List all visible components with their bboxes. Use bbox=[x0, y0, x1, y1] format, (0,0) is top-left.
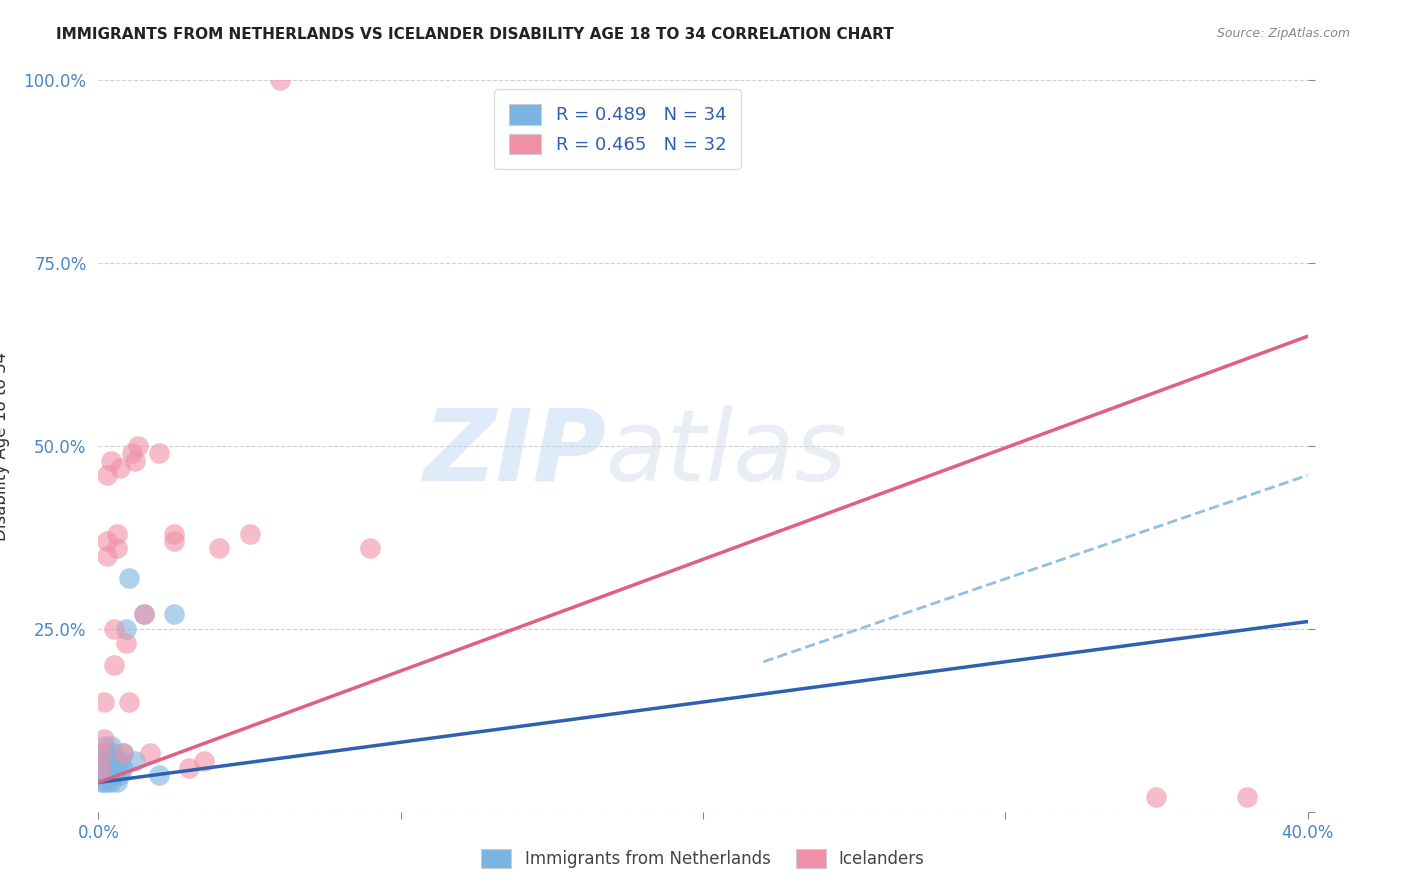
Point bbox=[127, 439, 149, 453]
Point bbox=[163, 607, 186, 622]
Text: atlas: atlas bbox=[606, 405, 848, 502]
Point bbox=[105, 526, 128, 541]
Point bbox=[139, 746, 162, 760]
Point bbox=[111, 746, 134, 760]
Point bbox=[93, 761, 115, 775]
Legend: R = 0.489   N = 34, R = 0.465   N = 32: R = 0.489 N = 34, R = 0.465 N = 32 bbox=[495, 89, 741, 169]
Point bbox=[103, 622, 125, 636]
Point bbox=[100, 775, 122, 789]
Point bbox=[93, 754, 115, 768]
Point bbox=[114, 622, 136, 636]
Point bbox=[90, 761, 112, 775]
Point bbox=[193, 754, 215, 768]
Point bbox=[163, 526, 186, 541]
Point bbox=[93, 775, 115, 789]
Point bbox=[118, 695, 141, 709]
Point bbox=[124, 754, 146, 768]
Point bbox=[105, 541, 128, 556]
Point bbox=[100, 754, 122, 768]
Point bbox=[360, 541, 382, 556]
Y-axis label: Disability Age 18 to 34: Disability Age 18 to 34 bbox=[0, 351, 10, 541]
Point bbox=[148, 446, 170, 460]
Point bbox=[108, 768, 131, 782]
Text: ZIP: ZIP bbox=[423, 405, 606, 502]
Point bbox=[148, 768, 170, 782]
Point bbox=[132, 607, 155, 622]
Point bbox=[269, 73, 291, 87]
Point bbox=[93, 695, 115, 709]
Point bbox=[96, 549, 118, 563]
Point bbox=[132, 607, 155, 622]
Point bbox=[179, 761, 201, 775]
Text: IMMIGRANTS FROM NETHERLANDS VS ICELANDER DISABILITY AGE 18 TO 34 CORRELATION CHA: IMMIGRANTS FROM NETHERLANDS VS ICELANDER… bbox=[56, 27, 894, 42]
Point bbox=[105, 775, 128, 789]
Point bbox=[90, 761, 112, 775]
Point bbox=[96, 746, 118, 760]
Point bbox=[93, 768, 115, 782]
Point bbox=[105, 761, 128, 775]
Point bbox=[93, 739, 115, 753]
Point bbox=[96, 754, 118, 768]
Point bbox=[96, 468, 118, 483]
Point bbox=[121, 446, 143, 460]
Point bbox=[90, 746, 112, 760]
Point bbox=[100, 768, 122, 782]
Point bbox=[111, 761, 134, 775]
Text: Source: ZipAtlas.com: Source: ZipAtlas.com bbox=[1216, 27, 1350, 40]
Point bbox=[100, 739, 122, 753]
Point bbox=[103, 761, 125, 775]
Point bbox=[93, 731, 115, 746]
Point bbox=[96, 775, 118, 789]
Point bbox=[105, 754, 128, 768]
Point bbox=[111, 746, 134, 760]
Point bbox=[118, 571, 141, 585]
Point bbox=[208, 541, 231, 556]
Point bbox=[1144, 790, 1167, 805]
Point bbox=[96, 761, 118, 775]
Point bbox=[96, 768, 118, 782]
Point bbox=[90, 775, 112, 789]
Point bbox=[103, 746, 125, 760]
Point bbox=[108, 461, 131, 475]
Point bbox=[1236, 790, 1258, 805]
Legend: Immigrants from Netherlands, Icelanders: Immigrants from Netherlands, Icelanders bbox=[475, 842, 931, 875]
Point bbox=[90, 768, 112, 782]
Point bbox=[108, 754, 131, 768]
Point bbox=[103, 658, 125, 673]
Point bbox=[96, 534, 118, 549]
Point bbox=[114, 636, 136, 650]
Point bbox=[100, 453, 122, 467]
Point bbox=[90, 746, 112, 760]
Point bbox=[103, 768, 125, 782]
Point bbox=[124, 453, 146, 467]
Point bbox=[163, 534, 186, 549]
Point bbox=[239, 526, 262, 541]
